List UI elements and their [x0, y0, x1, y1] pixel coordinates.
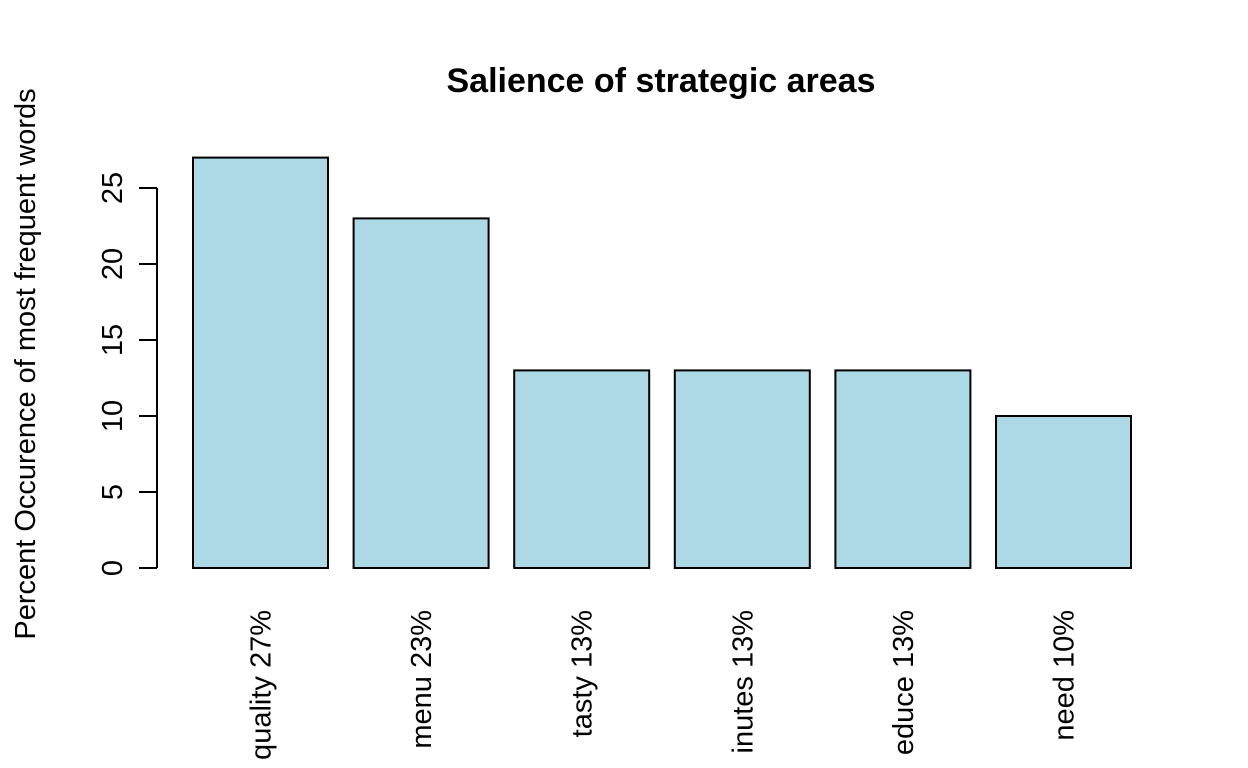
- bar: [192, 156, 329, 569]
- category-label: need 10%: [1049, 610, 1081, 741]
- y-tick-label: 25: [97, 172, 129, 204]
- chart-title: Salience of strategic areas: [446, 62, 875, 100]
- y-tick-label: 10: [97, 400, 129, 432]
- bar: [513, 369, 651, 569]
- y-tick-label: 20: [97, 248, 129, 280]
- category-label: inutes 13%: [727, 610, 759, 754]
- category-labels: quality 27% menu 23% tasty 13% inutes 13% ed…: [246, 610, 1081, 760]
- y-tick-label: 5: [97, 484, 129, 500]
- y-axis-label: Percent Occurence of most frequent words: [10, 88, 42, 639]
- bar: [834, 369, 972, 569]
- category-label: menu 23%: [406, 610, 438, 749]
- y-tick-label: 0: [97, 560, 129, 576]
- category-label: educe 13%: [888, 610, 920, 755]
- bar: [995, 415, 1132, 569]
- bar: [352, 217, 490, 569]
- bar: [673, 369, 811, 569]
- y-tick-label: 15: [97, 324, 129, 356]
- category-label: tasty 13%: [567, 610, 599, 737]
- y-axis: 0 5 10 15 20 25: [97, 172, 158, 576]
- bars-group: [192, 156, 1132, 569]
- category-label: quality 27%: [246, 610, 278, 760]
